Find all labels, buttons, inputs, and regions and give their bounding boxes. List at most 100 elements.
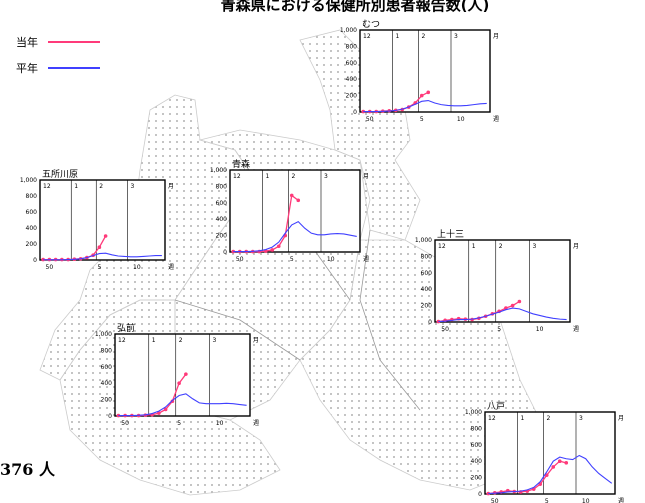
month-label: 2 xyxy=(499,243,503,250)
y-tick-label: 0 xyxy=(108,413,112,420)
plot-frame xyxy=(39,179,166,261)
week-unit: 週 xyxy=(168,263,174,271)
legend: 当年 平年 xyxy=(16,33,166,83)
series-line-average xyxy=(363,99,487,113)
series-point-current xyxy=(103,234,108,238)
month-label: 12 xyxy=(438,243,446,250)
month-label: 2 xyxy=(292,173,296,180)
month-unit: 月 xyxy=(618,415,624,422)
y-tick-label: 400 xyxy=(26,225,38,232)
series-point-current xyxy=(419,93,424,98)
series-point-current xyxy=(157,411,161,415)
series-line-average xyxy=(43,252,162,261)
series-point-current xyxy=(163,407,168,412)
y-tick-label: 800 xyxy=(421,253,433,260)
series-point-current xyxy=(263,249,268,253)
week-unit: 週 xyxy=(618,497,624,503)
plot-frame xyxy=(484,411,616,495)
total-count: 376 人 xyxy=(0,460,55,479)
month-label: 12 xyxy=(43,183,51,190)
y-tick-label: 1,000 xyxy=(465,409,482,416)
chart-title: 弘前 xyxy=(117,322,135,334)
y-tick-label: 200 xyxy=(421,303,433,310)
week-unit: 週 xyxy=(363,255,369,263)
week-label: 10 xyxy=(457,116,465,123)
legend-average: 平年 xyxy=(16,59,100,77)
week-label: 50 xyxy=(366,116,374,123)
month-label: 1 xyxy=(521,415,525,422)
series-point-current xyxy=(557,459,562,464)
chart-title: むつ xyxy=(362,19,380,30)
y-tick-label: 200 xyxy=(26,241,38,248)
week-label: 5 xyxy=(420,116,424,123)
y-tick-label: 600 xyxy=(26,209,38,216)
y-tick-label: 600 xyxy=(346,60,358,67)
y-tick-label: 600 xyxy=(101,364,113,371)
legend-average-label: 平年 xyxy=(16,62,38,75)
series-line-average xyxy=(118,393,247,417)
week-label: 50 xyxy=(491,498,499,503)
week-label: 50 xyxy=(236,256,244,263)
series-point-current xyxy=(510,303,515,308)
week-label: 50 xyxy=(121,420,129,427)
y-tick-label: 0 xyxy=(353,109,357,116)
month-label: 1 xyxy=(152,337,156,344)
week-label: 5 xyxy=(177,420,181,427)
week-label: 50 xyxy=(46,264,54,271)
y-tick-label: 0 xyxy=(478,491,482,498)
y-tick-label: 600 xyxy=(421,270,433,277)
month-label: 3 xyxy=(454,33,458,40)
week-label: 10 xyxy=(327,256,335,263)
y-tick-label: 400 xyxy=(471,458,483,465)
month-label: 3 xyxy=(324,173,328,180)
y-tick-label: 600 xyxy=(216,200,228,207)
week-label: 5 xyxy=(290,256,294,263)
series-point-current xyxy=(276,244,281,249)
series-point-current xyxy=(486,491,491,496)
y-tick-label: 0 xyxy=(33,257,37,264)
chart-title: 八戸 xyxy=(487,401,505,412)
week-unit: 週 xyxy=(573,325,579,333)
month-label: 12 xyxy=(363,33,371,40)
y-tick-label: 400 xyxy=(216,216,228,223)
series-point-current xyxy=(426,90,431,95)
month-unit: 月 xyxy=(493,33,499,40)
week-label: 10 xyxy=(582,498,590,503)
week-unit: 週 xyxy=(493,115,499,123)
y-tick-label: 800 xyxy=(471,425,483,432)
series-point-current xyxy=(177,381,181,386)
legend-current-label: 当年 xyxy=(16,36,38,49)
y-tick-label: 200 xyxy=(346,93,358,100)
month-label: 3 xyxy=(131,183,135,190)
chart-title: 上十三 xyxy=(437,228,464,240)
month-label: 2 xyxy=(99,183,103,190)
y-tick-label: 1,000 xyxy=(95,331,112,338)
series-point-current xyxy=(270,248,275,252)
month-label: 2 xyxy=(179,337,183,344)
month-label: 3 xyxy=(533,243,537,250)
series-point-current xyxy=(551,465,556,469)
legend-current-year: 当年 xyxy=(16,33,100,51)
series-line-average xyxy=(438,307,567,323)
series-line-average xyxy=(488,454,613,495)
y-tick-label: 200 xyxy=(471,475,483,482)
month-label: 1 xyxy=(396,33,400,40)
y-tick-label: 200 xyxy=(216,233,228,240)
series-point-current xyxy=(544,473,549,477)
y-tick-label: 1,000 xyxy=(415,237,432,244)
y-tick-label: 600 xyxy=(471,442,483,449)
y-tick-label: 800 xyxy=(26,193,38,200)
month-unit: 月 xyxy=(168,183,174,190)
y-tick-label: 400 xyxy=(421,286,433,293)
y-tick-label: 1,000 xyxy=(210,167,227,174)
week-label: 10 xyxy=(216,420,224,427)
y-tick-label: 800 xyxy=(101,347,113,354)
month-label: 2 xyxy=(422,33,426,40)
